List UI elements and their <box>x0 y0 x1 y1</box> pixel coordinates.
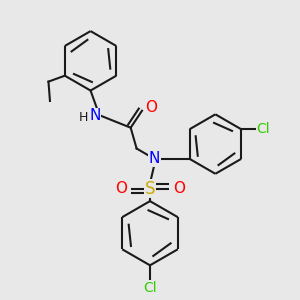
Text: S: S <box>145 180 155 198</box>
Text: O: O <box>173 181 185 196</box>
Text: Cl: Cl <box>143 280 157 295</box>
Text: N: N <box>89 108 101 123</box>
Text: O: O <box>145 100 157 115</box>
Text: O: O <box>115 181 127 196</box>
Text: Cl: Cl <box>256 122 270 136</box>
Text: H: H <box>78 111 88 124</box>
Text: N: N <box>149 152 160 166</box>
